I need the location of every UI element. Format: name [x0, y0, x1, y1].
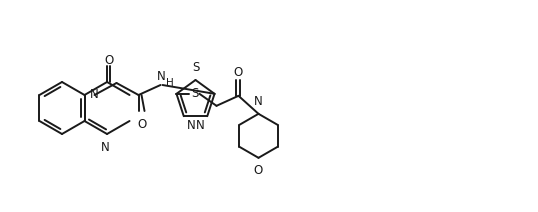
- Text: O: O: [137, 118, 146, 131]
- Text: O: O: [254, 164, 263, 177]
- Text: O: O: [234, 66, 243, 79]
- Text: N: N: [101, 141, 109, 154]
- Text: O: O: [104, 53, 113, 67]
- Text: S: S: [191, 87, 198, 100]
- Text: N: N: [187, 119, 195, 132]
- Text: N: N: [89, 88, 98, 100]
- Text: N: N: [195, 119, 204, 132]
- Text: S: S: [192, 61, 199, 74]
- Text: N: N: [157, 70, 166, 82]
- Text: H: H: [166, 78, 173, 88]
- Text: N: N: [254, 95, 263, 108]
